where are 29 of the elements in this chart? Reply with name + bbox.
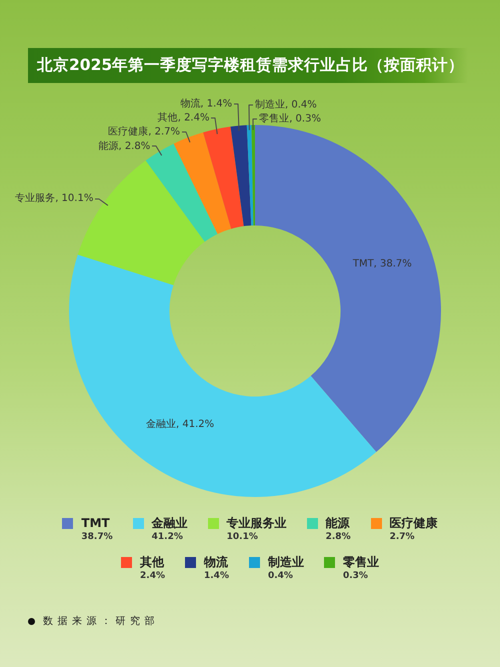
legend-label: 其他 — [140, 555, 165, 570]
text: 制造业, 0.4% — [254, 100, 317, 111]
data-label: 2.4% — [140, 570, 165, 583]
chart-title: 北京2025年第一季度写字楼租赁需求行业占比（按面积计） — [28, 48, 468, 83]
data-label: 2.8% — [326, 531, 351, 544]
data-label: 0.4% — [268, 570, 294, 583]
legend-label: 金融业 — [152, 516, 188, 531]
text: 专业服务, 10.1% — [15, 193, 94, 204]
text: 能源, 2.8% — [98, 140, 150, 152]
data-label: 0.3% — [342, 570, 369, 583]
legend-label: 零售业 — [342, 555, 379, 570]
legend-label: TMT — [81, 516, 111, 531]
text: 零售业, 0.3% — [259, 114, 321, 125]
text: 金融业, 41.2% — [146, 418, 214, 430]
text: 物流, 1.4% — [180, 98, 232, 110]
text: 医疗健康, 2.7% — [108, 126, 180, 138]
legend-label: 专业服务业 — [226, 516, 287, 531]
text: TMT, 38.7% — [352, 258, 412, 270]
legend-label: 物流 — [204, 555, 229, 570]
data-label: 10.1% — [226, 531, 259, 544]
data-label: 38.7% — [81, 531, 113, 544]
source-note: 数据来源：研究部 — [43, 614, 159, 628]
legend-label: 医疗健康 — [390, 516, 438, 531]
legend-label: 能源 — [326, 516, 351, 531]
text: 其他, 2.4% — [158, 112, 210, 124]
data-label: 41.2% — [152, 531, 184, 544]
data-label: 1.4% — [204, 570, 229, 583]
legend-label: 制造业 — [268, 555, 304, 570]
data-label: 2.7% — [390, 531, 416, 544]
